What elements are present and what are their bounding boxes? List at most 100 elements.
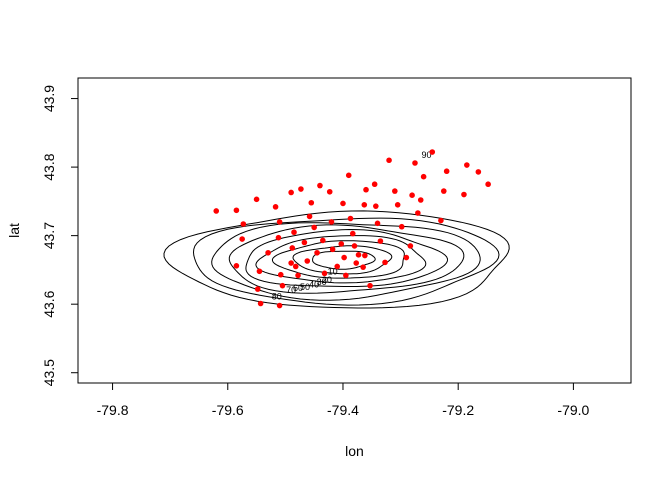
data-point	[334, 263, 341, 270]
y-tick-label: 43.9	[41, 85, 57, 112]
data-point	[329, 246, 336, 253]
data-point	[321, 270, 328, 277]
data-point	[362, 252, 368, 259]
data-point	[461, 191, 467, 198]
data-point	[277, 271, 284, 278]
data-point	[464, 162, 470, 168]
contour-line	[312, 250, 376, 270]
y-tick-label: 43.6	[41, 290, 57, 317]
data-point	[298, 186, 304, 192]
y-tick-label: 43.5	[41, 359, 57, 386]
data-point	[398, 223, 405, 230]
data-point	[360, 264, 366, 270]
data-point	[345, 172, 352, 179]
data-point	[443, 168, 450, 175]
data-point	[257, 300, 264, 307]
y-axis: 43.5 43.6 43.7 43.8 43.9	[41, 85, 79, 386]
data-point	[353, 260, 360, 266]
data-point	[276, 219, 283, 225]
data-point	[374, 220, 381, 227]
contour-label: 50	[300, 282, 310, 292]
data-point	[291, 229, 297, 236]
data-point	[367, 282, 373, 289]
x-tick-label: -79.0	[557, 402, 589, 418]
data-point	[279, 282, 286, 289]
data-point	[485, 181, 491, 188]
data-point	[363, 186, 369, 193]
data-point	[276, 302, 283, 309]
data-point	[394, 201, 401, 208]
data-point	[355, 252, 362, 258]
contour-line	[192, 217, 500, 306]
contour-line	[211, 222, 481, 301]
data-point	[306, 213, 313, 220]
data-point	[417, 197, 424, 203]
data-point	[382, 259, 388, 266]
data-point	[347, 215, 354, 222]
data-point	[392, 188, 398, 194]
contour-line	[292, 245, 393, 275]
data-point	[415, 210, 421, 216]
contour-line	[271, 240, 405, 279]
data-point	[371, 181, 378, 188]
contour-line	[163, 210, 510, 309]
data-point	[308, 199, 315, 206]
data-point	[326, 188, 333, 195]
data-point	[233, 207, 240, 214]
contour-label: 70	[286, 285, 296, 295]
data-point	[377, 238, 384, 244]
data-point	[440, 188, 447, 194]
data-point	[256, 268, 263, 275]
data-point	[341, 254, 347, 261]
data-point	[386, 157, 392, 164]
data-point	[351, 243, 358, 249]
data-point	[361, 201, 368, 208]
data-point	[301, 239, 308, 246]
contour-label: 10	[328, 267, 338, 277]
x-axis-title: lon	[345, 443, 364, 459]
data-point	[213, 208, 220, 214]
x-axis: -79.8 -79.6 -79.4 -79.2 -79.0	[97, 382, 590, 418]
data-point	[265, 249, 271, 256]
data-point	[311, 224, 317, 231]
contour-line	[228, 224, 465, 294]
data-point	[272, 204, 279, 210]
data-point	[403, 254, 410, 261]
data-point	[304, 258, 311, 264]
data-point	[288, 189, 294, 196]
x-tick-label: -79.6	[212, 402, 244, 418]
y-tick-label: 43.8	[41, 153, 57, 180]
data-point	[314, 249, 320, 256]
data-point	[343, 272, 349, 279]
contour-line	[245, 228, 449, 287]
data-point	[338, 241, 345, 247]
data-point	[420, 173, 427, 180]
contour-label: 30	[317, 277, 327, 287]
data-point	[317, 182, 323, 189]
contour-label: 20	[322, 275, 332, 285]
data-point	[254, 286, 261, 292]
data-point	[438, 217, 444, 224]
data-points	[213, 149, 491, 309]
data-point	[373, 203, 379, 209]
contour-label: 60	[293, 283, 303, 293]
contour-label: 80	[272, 291, 282, 301]
data-point	[475, 169, 482, 175]
x-tick-label: -79.2	[442, 402, 474, 418]
data-point	[328, 219, 335, 225]
data-point	[288, 260, 294, 266]
data-point	[233, 262, 240, 269]
data-point	[340, 200, 346, 207]
data-point	[253, 196, 260, 203]
y-tick-label: 43.7	[41, 222, 57, 249]
x-tick-label: -79.4	[327, 402, 359, 418]
data-point	[292, 263, 299, 270]
data-point	[239, 236, 245, 242]
data-point	[412, 160, 418, 166]
data-point	[349, 230, 356, 237]
data-point	[407, 243, 414, 249]
x-tick-label: -79.8	[97, 402, 129, 418]
